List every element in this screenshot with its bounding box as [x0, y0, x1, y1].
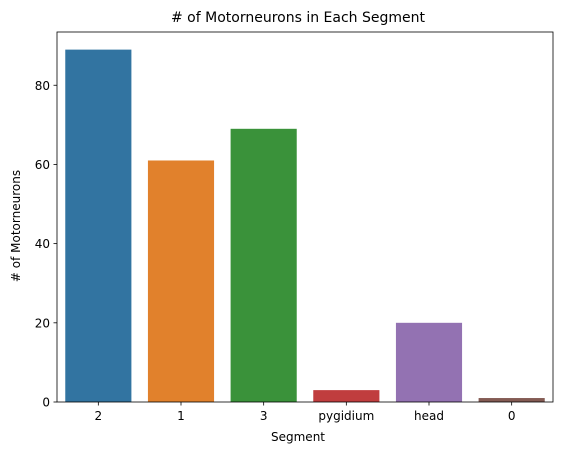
- bar-0: [478, 398, 545, 402]
- y-tick-label: 40: [35, 237, 50, 251]
- bar-pygidium: [313, 390, 380, 402]
- x-tick-label: 1: [177, 409, 185, 423]
- x-tick-label: pygidium: [318, 409, 374, 423]
- x-axis-ticks: 2 1 3 pygidium head 0: [95, 402, 516, 423]
- bar-3: [230, 128, 297, 402]
- x-tick-label: head: [414, 409, 444, 423]
- axes-frame: [56, 31, 554, 403]
- y-tick-label: 20: [35, 316, 50, 330]
- plot-area: 0 20 40 60 80 2 1 3 pygidium head 0: [35, 31, 554, 423]
- y-axis-ticks: 0 20 40 60 80: [35, 79, 57, 410]
- bar-2: [65, 49, 132, 402]
- y-tick-label: 80: [35, 79, 50, 93]
- x-tick-label: 3: [260, 409, 268, 423]
- bars-group: [65, 49, 545, 402]
- x-tick-label: 2: [95, 409, 103, 423]
- bar-1: [147, 160, 215, 402]
- chart-title: # of Motorneurons in Each Segment: [171, 10, 425, 26]
- x-tick-label: 0: [508, 409, 516, 423]
- y-axis-label: # of Motorneurons: [9, 170, 23, 282]
- y-tick-label: 0: [42, 396, 50, 410]
- bar-head: [395, 322, 463, 402]
- x-axis-label: Segment: [271, 430, 325, 444]
- y-tick-label: 60: [35, 158, 50, 172]
